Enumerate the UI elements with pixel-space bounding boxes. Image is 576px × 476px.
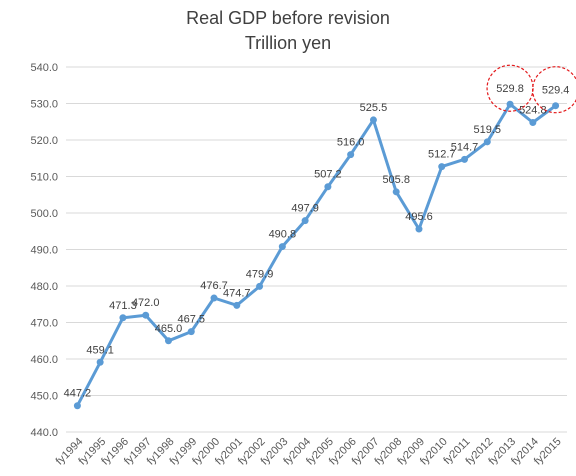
data-label: 476.7	[200, 280, 228, 292]
data-label: 467.5	[177, 314, 205, 326]
data-label: 529.4	[542, 85, 570, 97]
data-point	[415, 225, 423, 233]
highlight-circle	[486, 64, 534, 112]
y-tick-label: 520.0	[30, 135, 58, 147]
data-label: 495.6	[405, 211, 433, 223]
y-tick-label: 450.0	[30, 391, 58, 403]
data-label: 490.8	[269, 229, 297, 241]
data-point	[506, 100, 514, 108]
data-point	[438, 163, 446, 171]
data-point	[164, 337, 172, 345]
data-point	[187, 328, 195, 336]
data-label: 497.9	[291, 203, 319, 215]
chart-title: Real GDP before revision	[186, 8, 390, 28]
data-point	[73, 402, 81, 410]
data-label: 507.2	[314, 169, 342, 181]
data-point	[96, 358, 104, 366]
data-label: 524.8	[519, 104, 547, 116]
data-label: 465.0	[155, 323, 183, 335]
data-point	[461, 155, 469, 163]
y-tick-label: 480.0	[30, 281, 58, 293]
y-tick-label: 460.0	[30, 354, 58, 366]
y-tick-label: 500.0	[30, 208, 58, 220]
y-axis: 440.0 450.0 460.0 470.0 480.0 490.0 500.0 510.0…	[30, 62, 58, 439]
data-label: 512.7	[428, 149, 456, 161]
data-point	[369, 116, 377, 124]
data-point	[301, 217, 309, 225]
x-axis: fy1994fy1995fy1996fy1997fy1998fy1999fy20…	[54, 436, 564, 468]
data-point	[347, 151, 355, 159]
data-label: 516.0	[337, 137, 365, 149]
data-point	[278, 243, 286, 251]
series-line	[76, 102, 557, 407]
data-point	[552, 102, 560, 110]
data-point	[119, 314, 127, 322]
data-label: 447.2	[64, 388, 92, 400]
data-point	[529, 118, 537, 126]
data-label: 514.7	[451, 141, 479, 153]
data-label: 505.8	[382, 174, 410, 186]
y-tick-label: 490.0	[30, 245, 58, 257]
data-label: 474.7	[223, 287, 251, 299]
data-label: 472.0	[132, 297, 160, 309]
y-tick-label: 540.0	[30, 62, 58, 74]
data-label: 459.1	[86, 344, 114, 356]
data-point	[142, 311, 150, 319]
highlight-circle	[532, 66, 576, 114]
data-label: 471.3	[109, 300, 137, 312]
data-point	[324, 183, 332, 191]
y-tick-label: 470.0	[30, 318, 58, 330]
gridlines	[66, 66, 567, 433]
data-label: 519.5	[474, 124, 502, 136]
gdp-series	[73, 100, 560, 410]
data-point	[256, 282, 264, 290]
highlight-circles	[486, 64, 576, 114]
chart-subtitle: Trillion yen	[245, 33, 331, 53]
data-label: 529.8	[496, 83, 524, 95]
data-point	[233, 301, 241, 309]
data-point	[483, 138, 491, 146]
y-tick-label: 440.0	[30, 427, 58, 439]
data-point	[210, 294, 218, 302]
data-label: 479.9	[246, 268, 274, 280]
y-tick-label: 510.0	[30, 172, 58, 184]
data-label: 525.5	[360, 102, 388, 114]
data-point	[392, 188, 400, 196]
y-tick-label: 530.0	[30, 99, 58, 111]
